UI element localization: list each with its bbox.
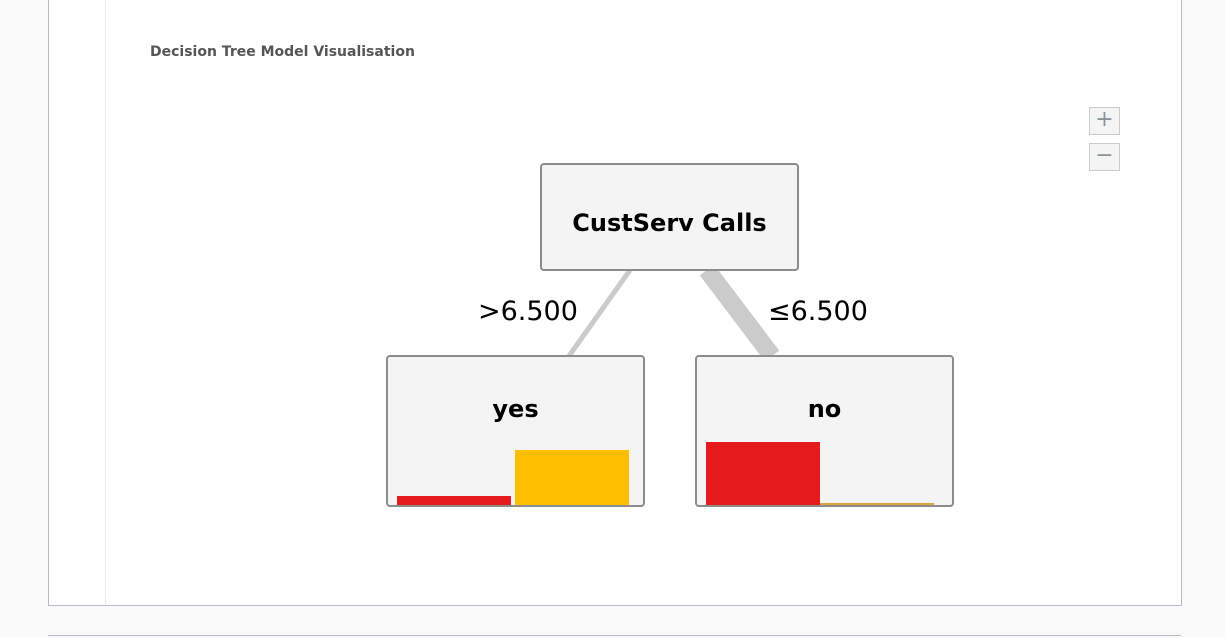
bar-class-no <box>397 496 511 505</box>
divider <box>105 0 106 604</box>
bar-class-yes <box>515 449 629 505</box>
bar-class-no <box>706 442 820 505</box>
divider <box>48 635 1181 636</box>
root-node[interactable]: CustServ Calls <box>540 163 799 271</box>
edge-label-right: ≤6.500 <box>768 296 868 327</box>
root-node-label: CustServ Calls <box>572 209 767 237</box>
edge-left <box>566 268 633 358</box>
zoom-in-button[interactable]: + <box>1089 107 1120 135</box>
leaf-label: yes <box>492 395 539 423</box>
bar-class-yes <box>820 503 934 505</box>
leaf-node-yes[interactable]: yes <box>386 355 645 507</box>
edge-right <box>699 264 780 362</box>
zoom-out-button[interactable]: − <box>1089 143 1120 171</box>
panel-title: Decision Tree Model Visualisation <box>150 44 415 60</box>
edge-label-left: >6.500 <box>478 296 578 327</box>
leaf-label: no <box>807 395 842 423</box>
leaf-node-no[interactable]: no <box>695 355 954 507</box>
